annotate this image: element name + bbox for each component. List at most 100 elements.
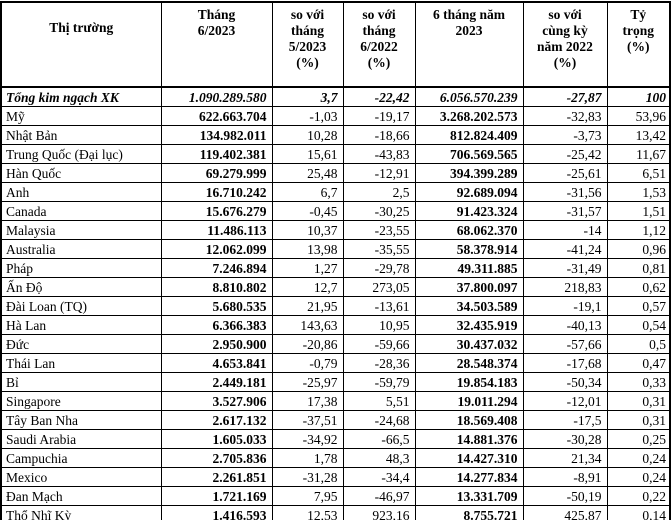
value-cell-h1-2023: 14.427.310 xyxy=(414,448,524,468)
value-cell-vs-jun-2022-pct: 273,05 xyxy=(342,277,416,297)
value-cell-share-pct: 6,51 xyxy=(606,163,671,183)
value-cell-share-pct: 0,25 xyxy=(606,429,671,449)
value-cell-vs-h1-2022-pct: 425,87 xyxy=(522,505,608,520)
market-name-cell: Tây Ban Nha xyxy=(0,410,162,430)
value-cell-month-jun-2023: 7.246.894 xyxy=(160,258,273,278)
value-cell-month-jun-2023: 1.605.033 xyxy=(160,429,273,449)
value-cell-vs-may-2023-pct: 3,7 xyxy=(271,86,344,107)
value-cell-vs-jun-2022-pct: -59,79 xyxy=(342,372,416,392)
value-cell-share-pct: 11,67 xyxy=(606,144,671,164)
value-cell-share-pct: 0,24 xyxy=(606,448,671,468)
market-name-cell: Hàn Quốc xyxy=(0,163,162,183)
value-cell-h1-2023: 34.503.589 xyxy=(414,296,524,316)
value-cell-h1-2023: 91.423.324 xyxy=(414,201,524,221)
value-cell-month-jun-2023: 1.721.169 xyxy=(160,486,273,506)
total-row: Tổng kim ngạch XK 1.090.289.580 3,7 -22,42 6… xyxy=(0,86,671,107)
value-cell-vs-jun-2022-pct: -34,4 xyxy=(342,467,416,487)
value-cell-share-pct: 53,96 xyxy=(606,106,671,126)
value-cell-vs-jun-2022-pct: -28,36 xyxy=(342,353,416,373)
value-cell-h1-2023: 14.881.376 xyxy=(414,429,524,449)
value-cell-h1-2023: 8.755.721 xyxy=(414,505,524,520)
value-cell-vs-jun-2022-pct: -12,91 xyxy=(342,163,416,183)
market-name-cell: Hà Lan xyxy=(0,315,162,335)
table-header: Thị trường Tháng 6/2023 so với tháng 5/202… xyxy=(0,1,671,88)
value-cell-share-pct: 1,51 xyxy=(606,201,671,221)
value-cell-vs-may-2023-pct: 12,7 xyxy=(271,277,344,297)
table-body: Tổng kim ngạch XK 1.090.289.580 3,7 -22,42 6… xyxy=(0,86,671,520)
table-row: Ấn Độ 8.810.802 12,7 273,05 37.800.097 218,83… xyxy=(0,277,671,297)
value-cell-vs-jun-2022-pct: -30,25 xyxy=(342,201,416,221)
value-cell-h1-2023: 706.569.565 xyxy=(414,144,524,164)
value-cell-h1-2023: 58.378.914 xyxy=(414,239,524,259)
value-cell-vs-may-2023-pct: 1,27 xyxy=(271,258,344,278)
value-cell-vs-may-2023-pct: -34,92 xyxy=(271,429,344,449)
value-cell-vs-jun-2022-pct: -19,17 xyxy=(342,106,416,126)
value-cell-vs-may-2023-pct: 10,28 xyxy=(271,125,344,145)
value-cell-vs-h1-2022-pct: -8,91 xyxy=(522,467,608,487)
value-cell-share-pct: 0,14 xyxy=(606,505,671,520)
market-name-cell: Đài Loan (TQ) xyxy=(0,296,162,316)
value-cell-vs-may-2023-pct: 7,95 xyxy=(271,486,344,506)
market-name-cell: Thổ Nhĩ Kỳ xyxy=(0,505,162,520)
market-name-cell: Saudi Arabia xyxy=(0,429,162,449)
value-cell-vs-may-2023-pct: 12,53 xyxy=(271,505,344,520)
value-cell-month-jun-2023: 8.810.802 xyxy=(160,277,273,297)
value-cell-vs-may-2023-pct: -37,51 xyxy=(271,410,344,430)
value-cell-h1-2023: 6.056.570.239 xyxy=(414,86,524,107)
table-row: Mexico 2.261.851 -31,28 -34,4 14.277.834 -8,9… xyxy=(0,467,671,487)
table-row: Campuchia 2.705.836 1,78 48,3 14.427.310 21,3… xyxy=(0,448,671,468)
market-name-cell: Bỉ xyxy=(0,372,162,392)
column-header-share-pct: Tỷ trọng (%) xyxy=(606,1,671,88)
value-cell-vs-jun-2022-pct: 10,95 xyxy=(342,315,416,335)
table-row: Singapore 3.527.906 17,38 5,51 19.011.294 -12… xyxy=(0,391,671,411)
value-cell-h1-2023: 49.311.885 xyxy=(414,258,524,278)
market-name-cell: Pháp xyxy=(0,258,162,278)
market-name-cell: Trung Quốc (Đại lục) xyxy=(0,144,162,164)
value-cell-vs-h1-2022-pct: -17,68 xyxy=(522,353,608,373)
market-name-cell: Đan Mạch xyxy=(0,486,162,506)
table-row: Pháp 7.246.894 1,27 -29,78 49.311.885 -31,49 0… xyxy=(0,258,671,278)
value-cell-share-pct: 0,47 xyxy=(606,353,671,373)
value-cell-month-jun-2023: 12.062.099 xyxy=(160,239,273,259)
table-row: Đan Mạch 1.721.169 7,95 -46,97 13.331.709 -50… xyxy=(0,486,671,506)
value-cell-h1-2023: 37.800.097 xyxy=(414,277,524,297)
value-cell-share-pct: 100 xyxy=(606,86,671,107)
value-cell-share-pct: 0,22 xyxy=(606,486,671,506)
value-cell-month-jun-2023: 134.982.011 xyxy=(160,125,273,145)
value-cell-h1-2023: 394.399.289 xyxy=(414,163,524,183)
value-cell-vs-may-2023-pct: -20,86 xyxy=(271,334,344,354)
value-cell-month-jun-2023: 11.486.113 xyxy=(160,220,273,240)
value-cell-vs-jun-2022-pct: -13,61 xyxy=(342,296,416,316)
value-cell-vs-jun-2022-pct: -23,55 xyxy=(342,220,416,240)
column-header-market: Thị trường xyxy=(0,1,162,88)
value-cell-vs-jun-2022-pct: -43,83 xyxy=(342,144,416,164)
market-name-cell: Đức xyxy=(0,334,162,354)
table-row: Canada 15.676.279 -0,45 -30,25 91.423.324 -31… xyxy=(0,201,671,221)
value-cell-vs-jun-2022-pct: -22,42 xyxy=(342,86,416,107)
value-cell-month-jun-2023: 16.710.242 xyxy=(160,182,273,202)
value-cell-vs-h1-2022-pct: -31,56 xyxy=(522,182,608,202)
table-row: Thái Lan 4.653.841 -0,79 -28,36 28.548.374 -1… xyxy=(0,353,671,373)
value-cell-h1-2023: 92.689.094 xyxy=(414,182,524,202)
value-cell-vs-jun-2022-pct: -24,68 xyxy=(342,410,416,430)
table-row: Hàn Quốc 69.279.999 25,48 -12,91 394.399.289… xyxy=(0,163,671,183)
value-cell-vs-h1-2022-pct: -25,42 xyxy=(522,144,608,164)
market-name-cell: Campuchia xyxy=(0,448,162,468)
value-cell-vs-h1-2022-pct: 21,34 xyxy=(522,448,608,468)
value-cell-share-pct: 0,31 xyxy=(606,410,671,430)
market-name-cell: Nhật Bản xyxy=(0,125,162,145)
value-cell-vs-may-2023-pct: 13,98 xyxy=(271,239,344,259)
value-cell-month-jun-2023: 2.950.900 xyxy=(160,334,273,354)
market-name-cell: Mexico xyxy=(0,467,162,487)
table-row: Australia 12.062.099 13,98 -35,55 58.378.914… xyxy=(0,239,671,259)
value-cell-month-jun-2023: 1.416.593 xyxy=(160,505,273,520)
header-row: Thị trường Tháng 6/2023 so với tháng 5/202… xyxy=(0,1,671,88)
value-cell-vs-may-2023-pct: 1,78 xyxy=(271,448,344,468)
value-cell-month-jun-2023: 622.663.704 xyxy=(160,106,273,126)
value-cell-share-pct: 0,33 xyxy=(606,372,671,392)
value-cell-month-jun-2023: 4.653.841 xyxy=(160,353,273,373)
value-cell-vs-h1-2022-pct: -40,13 xyxy=(522,315,608,335)
column-header-vs-jun-2022-pct: so với tháng 6/2022 (%) xyxy=(342,1,416,88)
table-row: Thổ Nhĩ Kỳ 1.416.593 12,53 923,16 8.755.721 4… xyxy=(0,505,671,520)
table-row: Anh 16.710.242 6,7 2,5 92.689.094 -31,56 1,53 xyxy=(0,182,671,202)
